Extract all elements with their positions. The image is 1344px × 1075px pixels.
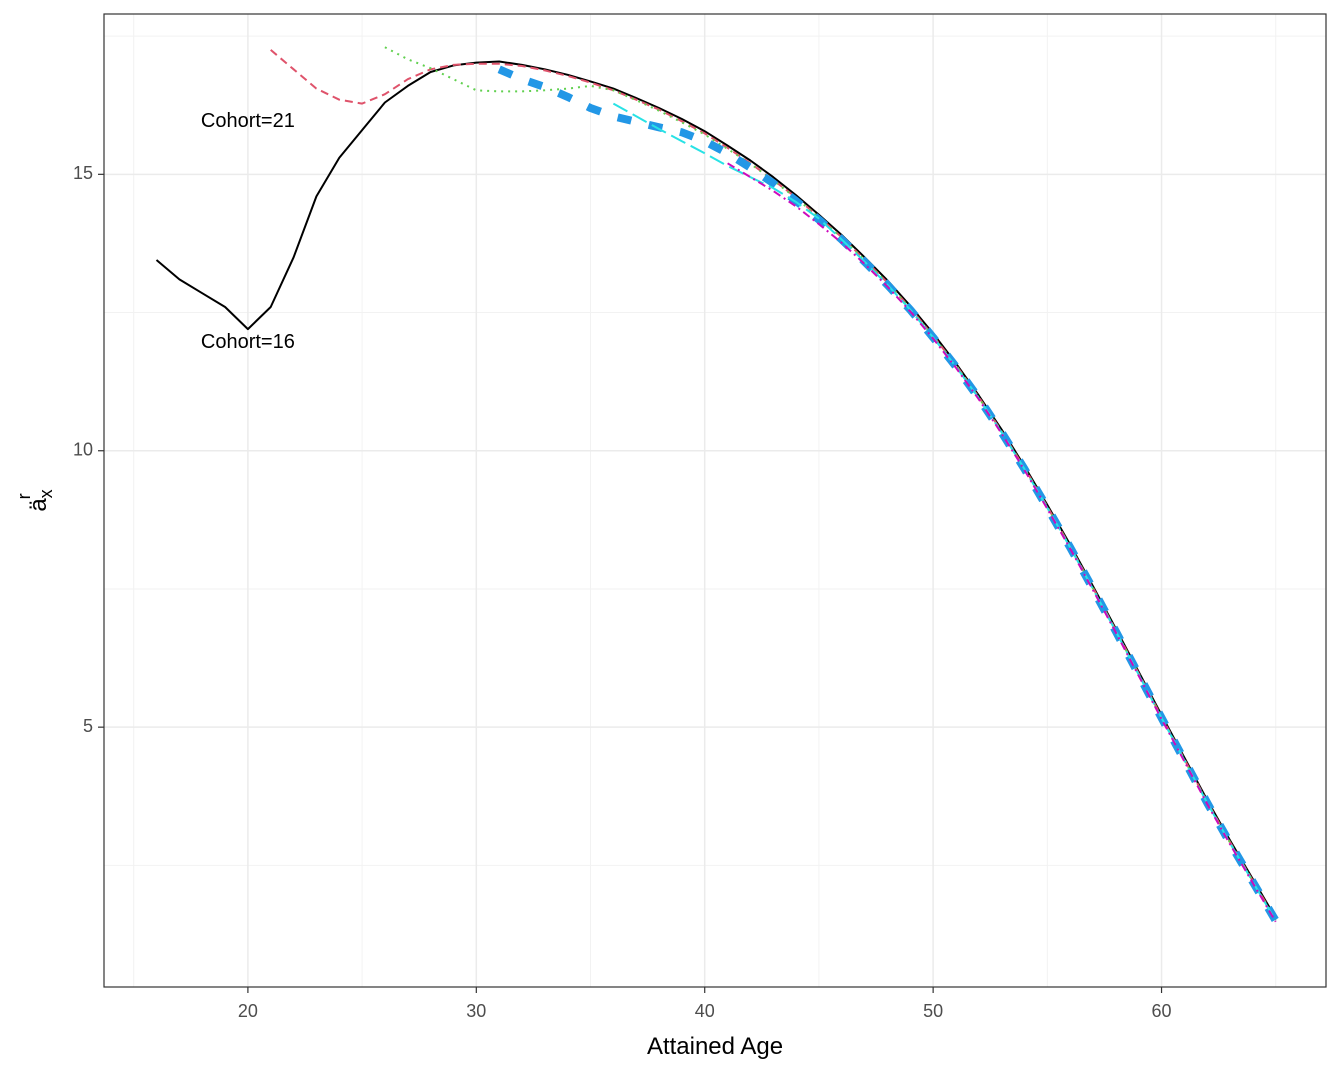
panel-border (103, 13, 1327, 988)
x-tick-label: 30 (466, 1001, 486, 1021)
x-tick-label: 20 (238, 1001, 258, 1021)
annotation-label-2: Cohort=16 (201, 331, 295, 353)
y-axis-title-sub: x (36, 489, 56, 498)
series-line-5 (612, 102, 1277, 922)
series-line-3 (384, 46, 1277, 921)
annotation-label-1: Cohort=21 (201, 110, 295, 132)
x-axis-title: Attained Age (647, 1033, 783, 1060)
x-tick-label: 40 (695, 1001, 715, 1021)
x-tick-label: 60 (1152, 1001, 1172, 1021)
grid-minor (104, 14, 1326, 987)
y-tick-label: 15 (73, 163, 93, 183)
y-tick-label: 5 (83, 716, 93, 736)
series-line-6 (727, 162, 1277, 923)
y-axis-title-sup: r (14, 493, 34, 499)
annotation-layer: Cohort=21 Cohort=16 (201, 110, 295, 353)
series-line-4 (497, 65, 1280, 923)
series-line-1 (155, 60, 1277, 919)
grid-major (104, 14, 1326, 987)
y-axis-title: äxr (14, 489, 56, 511)
y-tick-label: 10 (73, 439, 93, 459)
y-axis-title-main: ä (25, 498, 52, 512)
x-tick-label: 50 (923, 1001, 943, 1021)
axis-layer: 20 30 40 50 60 5 10 15 (73, 163, 1172, 1021)
series-layer (155, 46, 1280, 923)
